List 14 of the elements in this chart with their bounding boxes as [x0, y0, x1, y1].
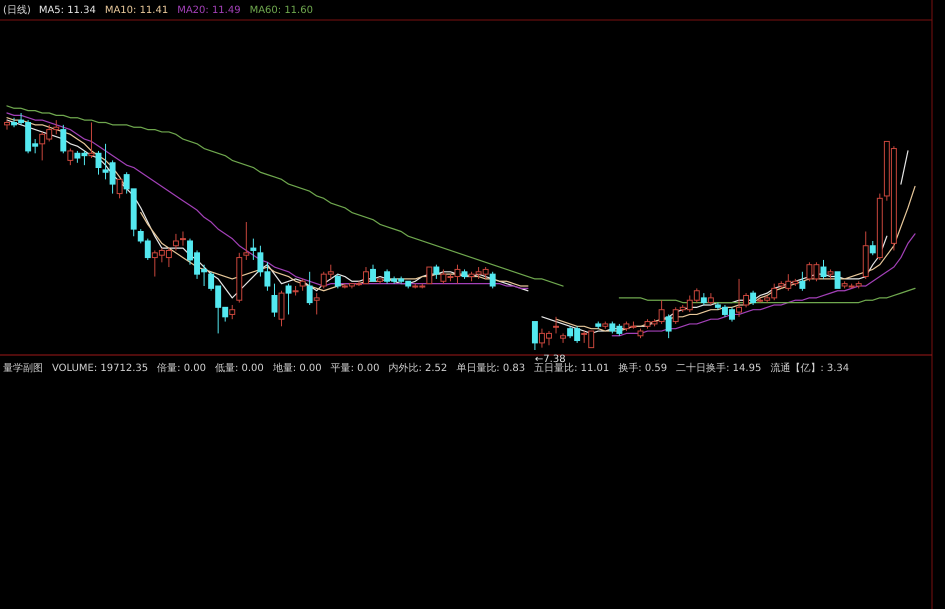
annotation: 低量: 0.00 [214, 363, 264, 374]
annotation: 地量: 0.00 [272, 363, 322, 374]
annotation: 换手: 0.59 [618, 363, 668, 374]
annotation: 二十日换手: 14.95 [676, 363, 762, 374]
annotation: 单日量比: 0.83 [456, 363, 526, 374]
annotation: 倍量: 0.00 [157, 363, 206, 374]
legend: MA5: 11.34 MA10: 11.41 MA20: 11.49 MA60: 11.60 [38, 5, 313, 16]
annotation: 量学副图 [3, 363, 43, 374]
annotation: 平量: 0.00 [330, 363, 380, 374]
annotation: 内外比: 2.52 [388, 363, 448, 374]
title: (日线) [3, 5, 31, 16]
annotation: 流通【亿】: 3.34 [770, 363, 850, 374]
annotation: 五日量比: 11.01 [534, 363, 610, 374]
annotation: VOLUME: 19712.35 [52, 363, 148, 374]
